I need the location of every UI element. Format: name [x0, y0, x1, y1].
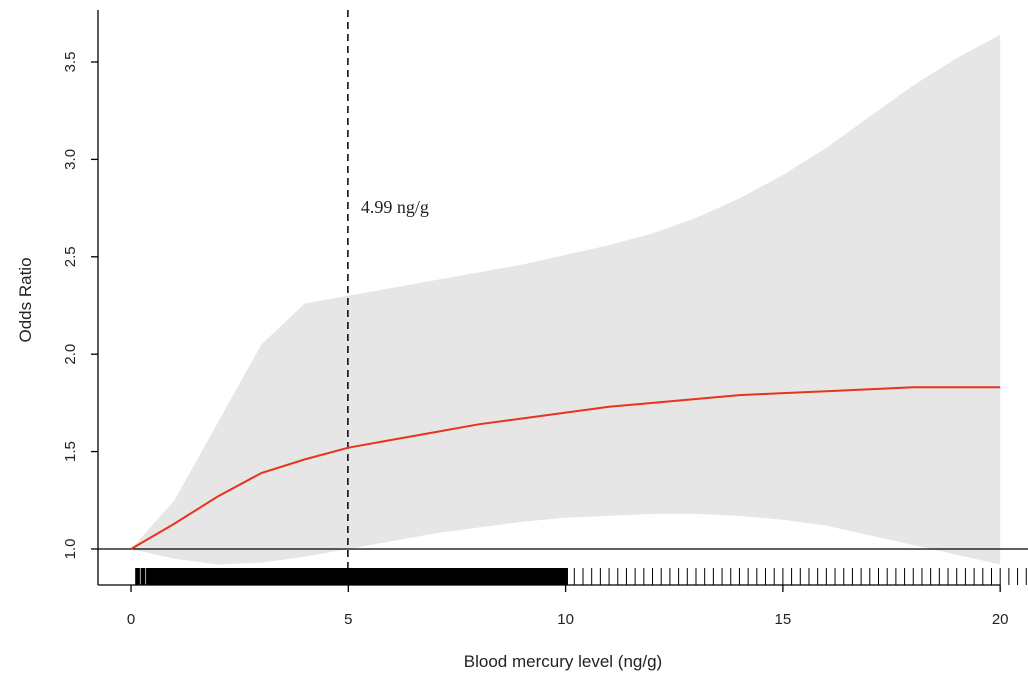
- y-tick-label: 3.0: [62, 149, 79, 170]
- or-curve: [130, 386, 1001, 550]
- y-tick-label: 3.5: [62, 52, 79, 73]
- y-axis-title: Odds Ratio: [16, 257, 35, 342]
- y-tick-label: 1.5: [62, 441, 79, 462]
- y-tick-label: 2.5: [62, 246, 79, 267]
- cutoff-label: 4.99 ng/g: [361, 197, 429, 217]
- x-tick-label: 5: [344, 611, 352, 628]
- x-tick-label: 20: [992, 611, 1009, 628]
- y-tick-label: 1.0: [62, 539, 79, 560]
- x-tick-label: 15: [775, 611, 792, 628]
- x-tick-label: 0: [127, 611, 135, 628]
- y-tick-label: 2.0: [62, 344, 79, 365]
- x-axis-title: Blood mercury level (ng/g): [464, 652, 662, 671]
- x-tick-label: 10: [557, 611, 574, 628]
- confidence-band: [131, 34, 1001, 565]
